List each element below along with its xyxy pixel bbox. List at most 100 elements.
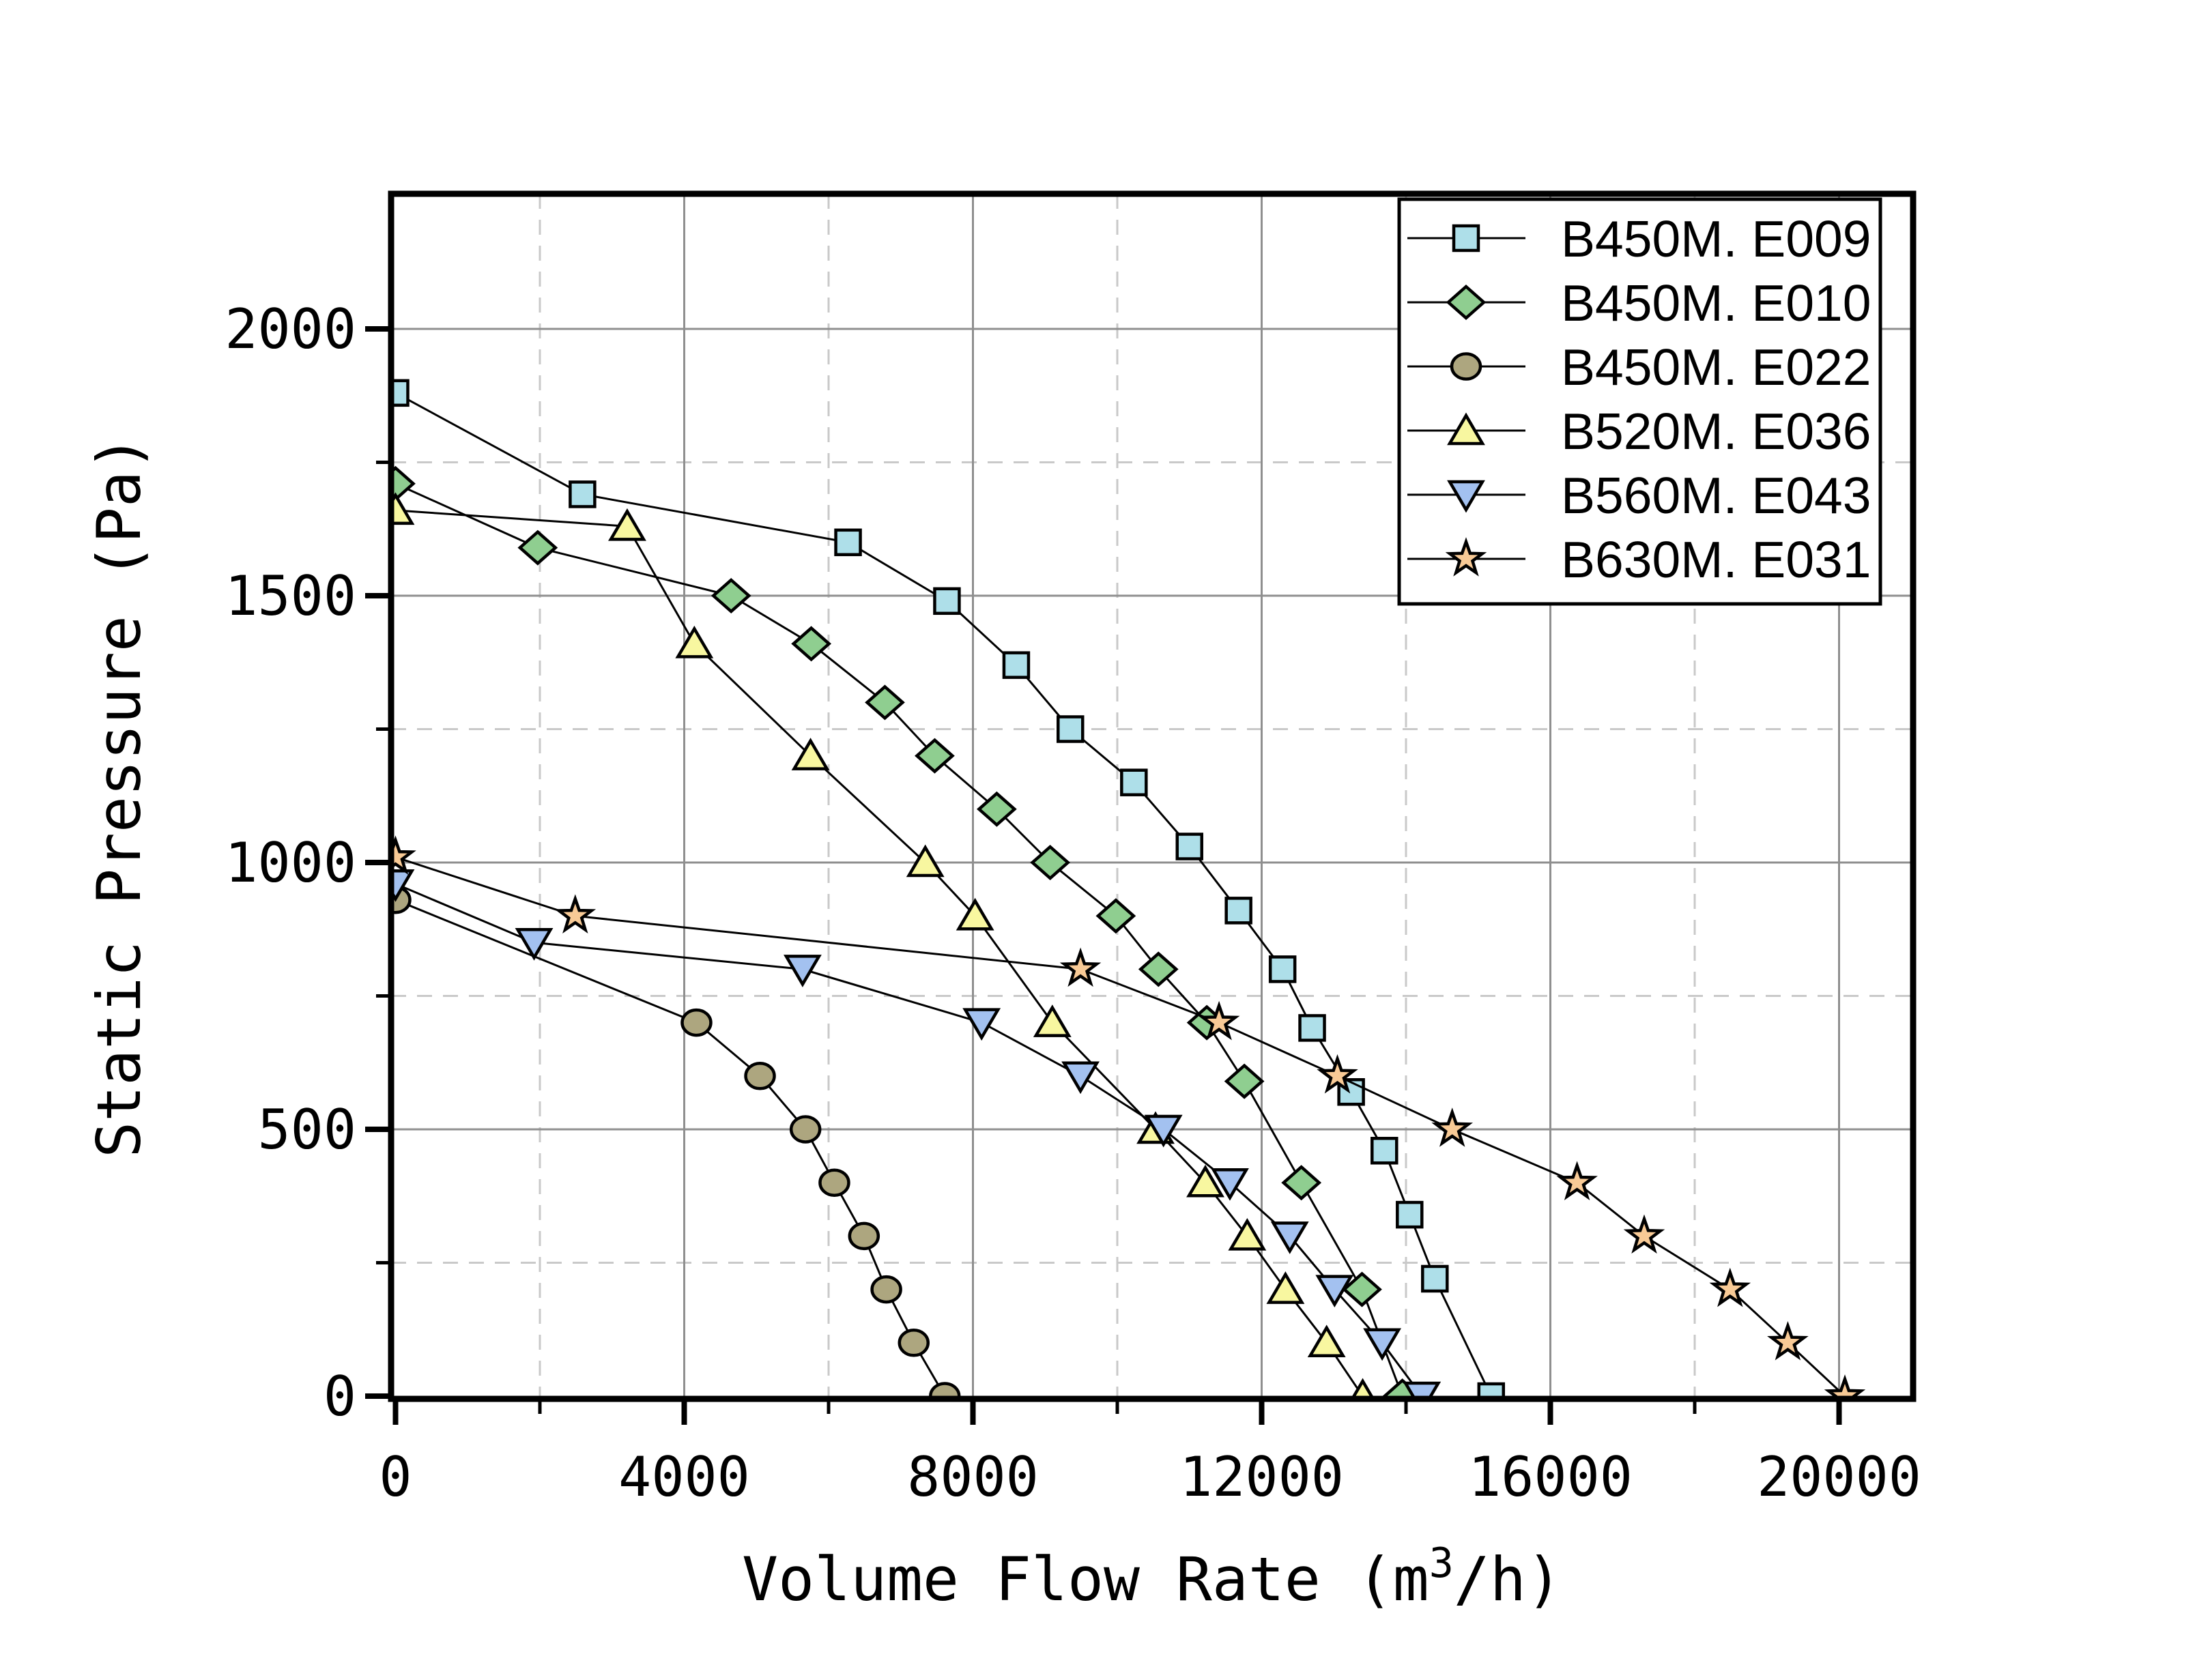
x-axis-title-superscript: 3 xyxy=(1429,1539,1454,1587)
square-marker xyxy=(1120,768,1148,796)
circle-marker xyxy=(1450,352,1482,381)
legend-item: B450M. E022 xyxy=(1407,338,1871,396)
diamond-marker xyxy=(1224,1063,1265,1099)
diamond-marker xyxy=(791,626,832,662)
star-marker xyxy=(1317,1054,1358,1094)
triangle-down-marker xyxy=(962,1008,1001,1041)
triangle-up-marker xyxy=(1266,1271,1305,1304)
diamond-marker xyxy=(1095,898,1136,934)
series-line xyxy=(394,392,1493,1397)
star-marker xyxy=(1556,1161,1598,1200)
tick-labels: 0 4000 8000 12000 16000 20000 0 500 1000 1500 2000 xyxy=(225,298,1921,1509)
triangle-down-marker xyxy=(1211,1168,1249,1201)
circle-marker xyxy=(789,1115,822,1144)
star-marker xyxy=(1623,1214,1665,1254)
x-tick-label: 0 xyxy=(379,1445,412,1509)
diamond-marker xyxy=(1342,1271,1382,1307)
triangle-down-marker xyxy=(1144,1114,1183,1148)
x-tick-label: 4000 xyxy=(618,1445,750,1509)
legend-item: B520M. E036 xyxy=(1407,403,1871,460)
square-marker xyxy=(834,528,862,557)
triangle-down-marker xyxy=(784,955,822,987)
data-series xyxy=(393,379,1866,1397)
diamond-marker xyxy=(865,684,905,721)
x-axis-title-unit: /h) xyxy=(1454,1544,1562,1614)
triangle-up-marker xyxy=(956,897,994,931)
y-tick-label: 0 xyxy=(324,1365,356,1428)
triangle-down-marker xyxy=(515,928,554,961)
triangle-up-marker xyxy=(1351,1378,1374,1397)
diamond-marker xyxy=(1138,951,1179,987)
square-marker xyxy=(1452,224,1480,252)
star-marker xyxy=(1824,1374,1866,1397)
x-axis-title: Volume Flow Rate (m3/h) xyxy=(742,1539,1562,1614)
square-marker xyxy=(1057,715,1085,743)
circle-marker xyxy=(818,1168,850,1197)
square-marker xyxy=(1371,1137,1398,1165)
star-marker xyxy=(1445,537,1487,577)
triangle-up-marker xyxy=(608,508,646,541)
square-marker xyxy=(1421,1264,1449,1293)
square-marker xyxy=(1396,1200,1424,1229)
series-b560m-e043 xyxy=(393,869,1441,1397)
legend-label: B630M. E031 xyxy=(1561,531,1871,588)
series-b450m-e022 xyxy=(393,885,961,1397)
diamond-marker xyxy=(977,791,1017,827)
x-axis-title-main: Volume Flow Rate (m xyxy=(742,1544,1429,1614)
y-tick-label: 2000 xyxy=(225,298,356,361)
legend-label: B450M. E022 xyxy=(1561,338,1871,396)
y-axis-title: Static Pressure (Pa) xyxy=(84,435,154,1158)
square-marker xyxy=(1298,1014,1326,1042)
triangle-up-marker xyxy=(1033,1004,1072,1037)
triangle-up-marker xyxy=(393,492,415,525)
axis-ticks xyxy=(365,326,1842,1425)
triangle-down-marker xyxy=(1403,1381,1441,1397)
triangle-up-marker xyxy=(1307,1324,1346,1358)
series-line xyxy=(395,856,1846,1397)
triangle-down-marker xyxy=(1061,1061,1100,1095)
diamond-marker xyxy=(1281,1165,1322,1201)
square-marker xyxy=(1002,651,1031,679)
square-marker xyxy=(393,379,410,407)
legend-label: B560M. E043 xyxy=(1561,467,1871,524)
legend-item: B560M. E043 xyxy=(1407,467,1871,524)
plot-frame xyxy=(388,190,1917,1402)
x-tick-label: 16000 xyxy=(1468,1445,1633,1509)
y-tick-label: 1500 xyxy=(225,564,356,628)
x-tick-label: 12000 xyxy=(1179,1445,1344,1509)
legend-item: B450M. E010 xyxy=(1407,274,1871,332)
circle-marker xyxy=(898,1329,930,1357)
star-marker xyxy=(1767,1320,1809,1361)
legend-label: B520M. E036 xyxy=(1561,403,1871,460)
series-b450m-e009 xyxy=(393,379,1506,1397)
series-line xyxy=(394,882,1423,1397)
square-marker xyxy=(1268,955,1297,983)
diamond-marker xyxy=(1446,284,1487,321)
star-marker xyxy=(1059,947,1102,987)
legend-box xyxy=(1397,197,1882,606)
circle-marker xyxy=(870,1275,902,1304)
diamond-marker xyxy=(915,738,955,774)
legend-label: B450M. E010 xyxy=(1561,274,1871,332)
star-marker xyxy=(1431,1107,1474,1147)
circle-marker xyxy=(744,1062,776,1090)
square-marker xyxy=(933,587,961,615)
triangle-up-marker xyxy=(791,738,830,770)
triangle-down-marker xyxy=(1447,480,1485,513)
x-tick-label: 20000 xyxy=(1757,1445,1921,1509)
triangle-up-marker xyxy=(1228,1217,1267,1251)
star-marker xyxy=(393,835,416,875)
triangle-down-marker xyxy=(393,869,415,902)
triangle-up-marker xyxy=(1447,412,1485,446)
legend-item: B450M. E009 xyxy=(1407,210,1871,267)
series-line xyxy=(394,899,946,1397)
series-line xyxy=(394,482,1404,1397)
diamond-marker xyxy=(711,577,751,614)
y-tick-label: 1000 xyxy=(225,831,356,895)
diamond-marker xyxy=(517,530,558,566)
star-marker xyxy=(554,894,597,933)
legend: B450M. E009 B450M. E010 B450M. E022 B520M. … xyxy=(1397,197,1882,606)
triangle-up-marker xyxy=(906,844,945,878)
